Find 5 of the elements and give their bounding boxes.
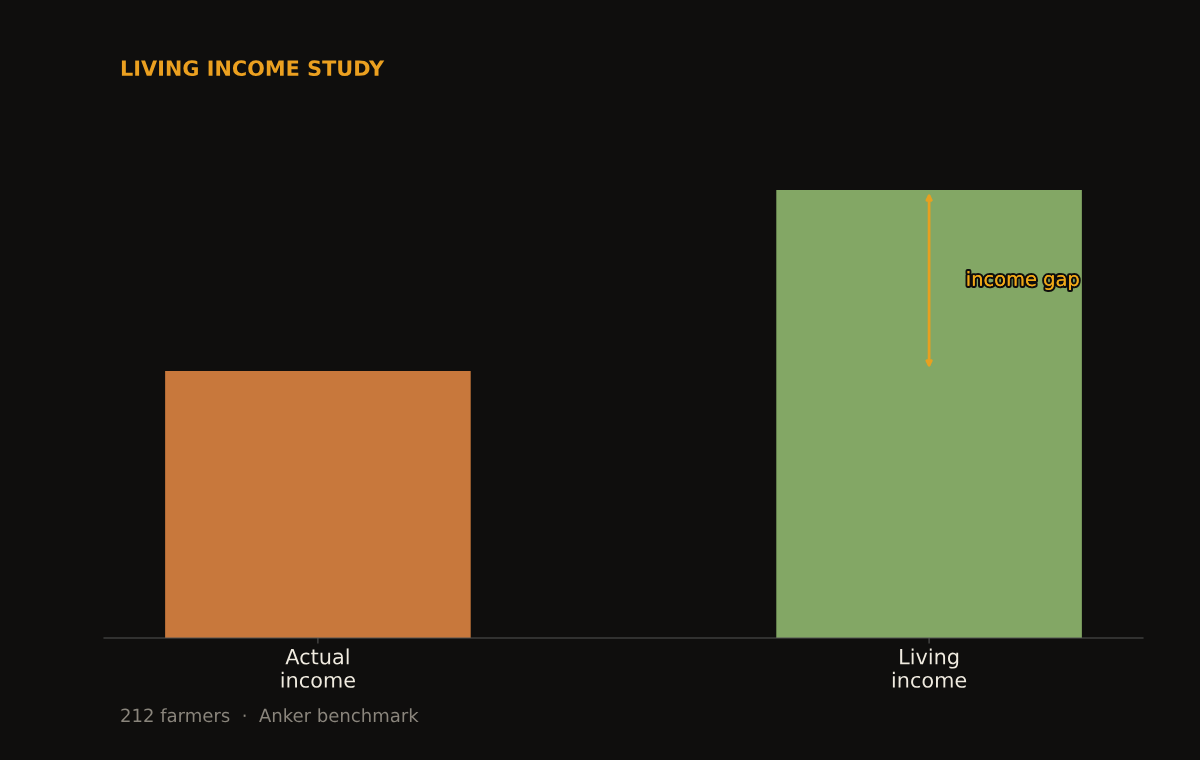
x-tick-label: Actual income xyxy=(281,648,355,688)
chart-title: LIVING INCOME STUDY xyxy=(121,60,385,77)
annotation: income gap xyxy=(967,271,1079,290)
x-tick-label: Living income xyxy=(892,648,967,688)
text: 212 farmers · Anker benchmark xyxy=(121,708,419,723)
